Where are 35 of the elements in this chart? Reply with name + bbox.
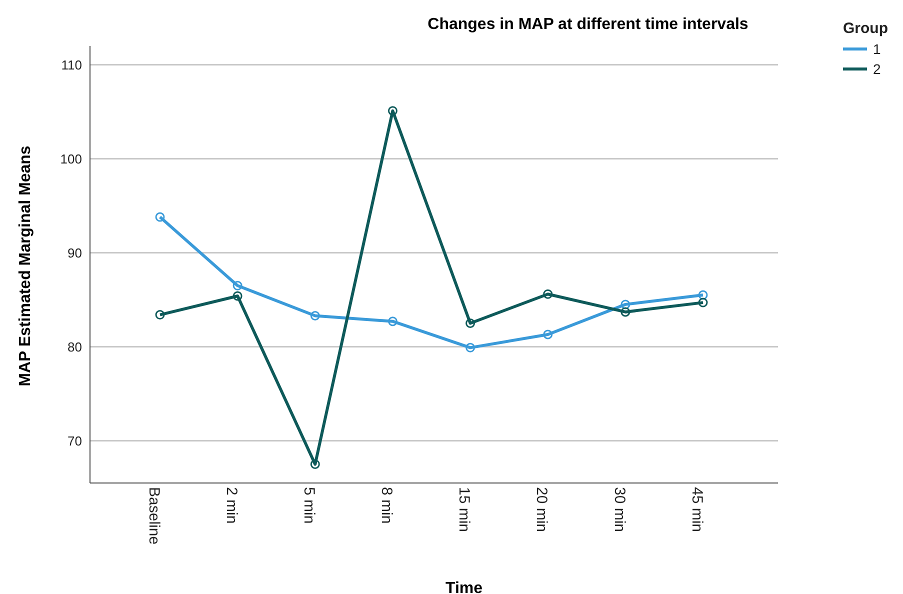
y-tick-label: 80 <box>68 339 82 354</box>
y-tick-label: 70 <box>68 433 82 448</box>
point <box>232 280 242 290</box>
point <box>698 290 708 300</box>
x-tick-label: 45 min <box>688 487 706 532</box>
y-tick-label: 110 <box>61 57 82 72</box>
point <box>388 316 398 326</box>
point <box>543 289 553 299</box>
chart-title: Changes in MAP at different time intervals <box>428 16 748 33</box>
point <box>388 106 398 116</box>
x-tick-label: 20 min <box>533 487 550 532</box>
point <box>310 310 320 320</box>
point <box>543 330 553 340</box>
point <box>698 298 708 308</box>
point <box>620 307 630 317</box>
y-axis-title: MAP Estimated Marginal Means <box>17 146 35 386</box>
x-tick-label: Baseline <box>145 487 162 545</box>
x-tick-label: 30 min <box>610 487 628 532</box>
x-axis-title: Time <box>444 580 484 594</box>
point <box>466 318 476 328</box>
x-tick-label: 8 min <box>378 487 396 524</box>
point <box>310 459 320 469</box>
point <box>620 300 630 310</box>
legend-label: 2 <box>873 61 881 77</box>
x-tick-label: 2 min <box>222 487 240 524</box>
point <box>155 310 165 320</box>
legend-label: 1 <box>873 41 881 57</box>
point <box>466 342 476 352</box>
point <box>232 291 242 301</box>
point <box>155 212 165 222</box>
y-tick-label: 100 <box>60 151 82 166</box>
x-tick-label: 5 min <box>300 487 318 524</box>
x-tick-label: 15 min <box>456 487 473 532</box>
legend-title: Group <box>843 20 889 37</box>
y-tick-label: 90 <box>68 245 82 260</box>
